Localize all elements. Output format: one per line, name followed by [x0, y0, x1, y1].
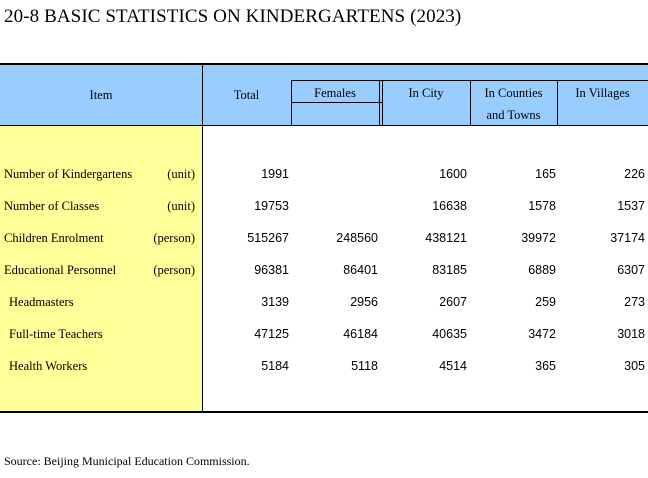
row-label: Number of Kindergartens — [4, 167, 133, 181]
item-divider — [202, 65, 203, 411]
header-in-city: In City — [408, 86, 444, 100]
cell-in-counties: 165 — [535, 167, 556, 181]
header-divider-counties — [470, 80, 471, 126]
header-divider-villages — [557, 80, 558, 126]
cell-females: 5118 — [351, 359, 378, 373]
cell-in-villages: 3018 — [617, 327, 645, 341]
header-divider-city-a — [379, 80, 380, 126]
header-in-counties-line1: In Counties — [484, 86, 543, 100]
row-label: Health Workers — [9, 359, 88, 373]
header-divider-females — [291, 80, 292, 126]
cell-in-villages: 37174 — [610, 231, 645, 245]
item-column-band — [0, 126, 202, 411]
cell-total: 515267 — [247, 231, 289, 245]
row-label: Educational Personnel — [4, 263, 117, 277]
header-in-villages: In Villages — [575, 86, 630, 100]
cell-total: 96381 — [254, 263, 289, 277]
table-row: Children Enrolment (person) 515267 24856… — [0, 228, 648, 260]
cell-in-villages: 1537 — [617, 199, 645, 213]
cell-females: 248560 — [336, 231, 378, 245]
cell-in-counties: 39972 — [521, 231, 556, 245]
cell-in-city: 40635 — [432, 327, 467, 341]
cell-total: 47125 — [254, 327, 289, 341]
header-in-counties: In Counties and Towns — [470, 82, 557, 126]
bottom-rule — [0, 411, 648, 413]
row-unit: (unit) — [167, 167, 195, 181]
cell-females: 2956 — [350, 295, 378, 309]
header-in-counties-line2: and Towns — [486, 108, 541, 122]
cell-in-villages: 226 — [624, 167, 645, 181]
cell-in-counties: 1578 — [528, 199, 556, 213]
row-label: Headmasters — [9, 295, 74, 309]
cell-in-villages: 6307 — [617, 263, 645, 277]
header-subrule-bottom — [291, 102, 382, 103]
cell-in-city: 2607 — [439, 295, 467, 309]
cell-in-city: 16638 — [432, 199, 467, 213]
cell-in-city: 83185 — [432, 263, 467, 277]
row-label: Full-time Teachers — [9, 327, 103, 341]
header-divider — [0, 125, 648, 126]
header-total: Total — [233, 88, 260, 102]
header-subrule — [291, 80, 648, 81]
table-row: Number of Kindergartens (unit) 1991 1600… — [0, 164, 648, 196]
header-item: Item — [89, 88, 113, 102]
cell-total: 19753 — [254, 199, 289, 213]
row-unit: (person) — [153, 231, 195, 245]
top-rule — [0, 63, 648, 65]
header-band — [0, 65, 648, 126]
cell-in-city: 4514 — [439, 359, 467, 373]
table-row: Headmasters 3139 2956 2607 259 273 — [0, 292, 648, 324]
header-females: Females — [314, 86, 356, 100]
cell-in-city: 438121 — [425, 231, 467, 245]
cell-in-counties: 3472 — [528, 327, 556, 341]
header-divider-city-b — [382, 80, 383, 126]
cell-total: 3139 — [261, 295, 289, 309]
row-unit: (unit) — [167, 199, 195, 213]
cell-in-counties: 6889 — [528, 263, 556, 277]
cell-in-city: 1600 — [439, 167, 467, 181]
cell-in-counties: 365 — [535, 359, 556, 373]
table-row: Health Workers 5184 5118 4514 365 305 — [0, 356, 648, 388]
cell-total: 1991 — [261, 167, 289, 181]
cell-in-villages: 305 — [624, 359, 645, 373]
source-note: Source: Beijing Municipal Education Comm… — [4, 454, 250, 468]
row-label: Children Enrolment — [4, 231, 104, 245]
row-unit: (person) — [153, 263, 195, 277]
cell-total: 5184 — [261, 359, 289, 373]
table-row: Number of Classes (unit) 19753 16638 157… — [0, 196, 648, 228]
table-row: Educational Personnel (person) 96381 864… — [0, 260, 648, 292]
cell-females: 46184 — [343, 327, 378, 341]
cell-in-counties: 259 — [535, 295, 556, 309]
row-label: Number of Classes — [4, 199, 100, 213]
cell-in-villages: 273 — [624, 295, 645, 309]
cell-females: 86401 — [343, 263, 378, 277]
page-title: 20-8 BASIC STATISTICS ON KINDERGARTENS (… — [4, 6, 462, 27]
table-row: Full-time Teachers 47125 46184 40635 347… — [0, 324, 648, 356]
